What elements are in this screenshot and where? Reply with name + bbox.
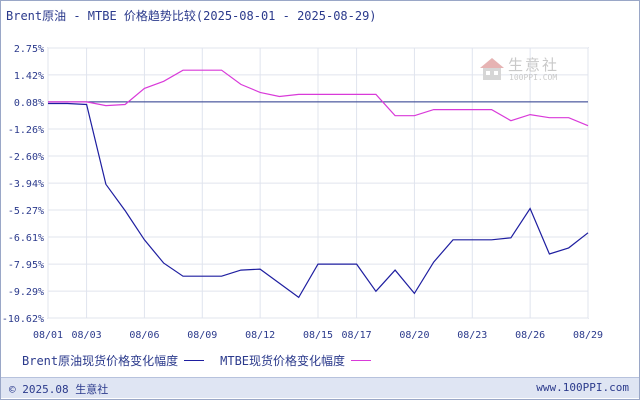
watermark-url: 100PPI.COM [509, 73, 558, 82]
x-tick-label: 08/06 [129, 330, 159, 341]
x-tick-label: 08/29 [573, 330, 603, 341]
x-tick-label: 08/15 [303, 330, 333, 341]
footer-copyright: © 2025.08 生意社 [9, 383, 109, 396]
chart-title: Brent原油 - MTBE 价格趋势比较(2025-08-01 - 2025-… [6, 9, 377, 23]
x-tick-label: 08/03 [72, 330, 102, 341]
y-tick-label: -6.61% [8, 233, 44, 244]
house-icon [480, 58, 504, 80]
mtbe-series-line [48, 69, 589, 127]
legend-swatch-mtbe [351, 360, 372, 361]
x-tick-label: 08/17 [342, 330, 372, 341]
x-tick-label: 08/26 [515, 330, 545, 341]
y-tick-label: -3.94% [8, 179, 44, 190]
x-tick-label: 08/01 [33, 330, 63, 341]
y-tick-label: -5.27% [8, 206, 44, 217]
legend-label-brent: Brent原油现货价格变化幅度 [22, 354, 179, 368]
y-tick-label: 1.42% [14, 71, 44, 82]
legend-item-brent: Brent原油现货价格变化幅度 [22, 352, 205, 369]
x-tick-label: 08/20 [399, 330, 429, 341]
y-tick-label: 2.75% [14, 44, 44, 55]
x-tick-label: 08/12 [245, 330, 275, 341]
legend-label-mtbe: MTBE现货价格变化幅度 [220, 354, 346, 368]
y-tick-label: -2.60% [8, 152, 44, 163]
x-tick-label: 08/09 [187, 330, 217, 341]
legend-item-mtbe: MTBE现货价格变化幅度 [220, 352, 372, 369]
chart-legend: Brent原油现货价格变化幅度 MTBE现货价格变化幅度 [22, 352, 387, 369]
y-tick-label: 0.08% [14, 98, 44, 109]
watermark-logo: 生意社 100PPI.COM [478, 54, 578, 90]
y-tick-label: -10.62% [2, 314, 44, 325]
brent-series-line [48, 102, 589, 299]
y-tick-label: -7.95% [8, 260, 44, 271]
legend-swatch-brent [184, 360, 205, 361]
footer-bar: © 2025.08 生意社 www.100PPI.com [1, 377, 639, 398]
footer-site-link[interactable]: www.100PPI.com [536, 381, 629, 394]
watermark-name: 生意社 [508, 56, 560, 74]
x-tick-label: 08/23 [457, 330, 487, 341]
y-tick-label: -9.29% [8, 287, 44, 298]
y-tick-label: -1.26% [8, 125, 44, 136]
